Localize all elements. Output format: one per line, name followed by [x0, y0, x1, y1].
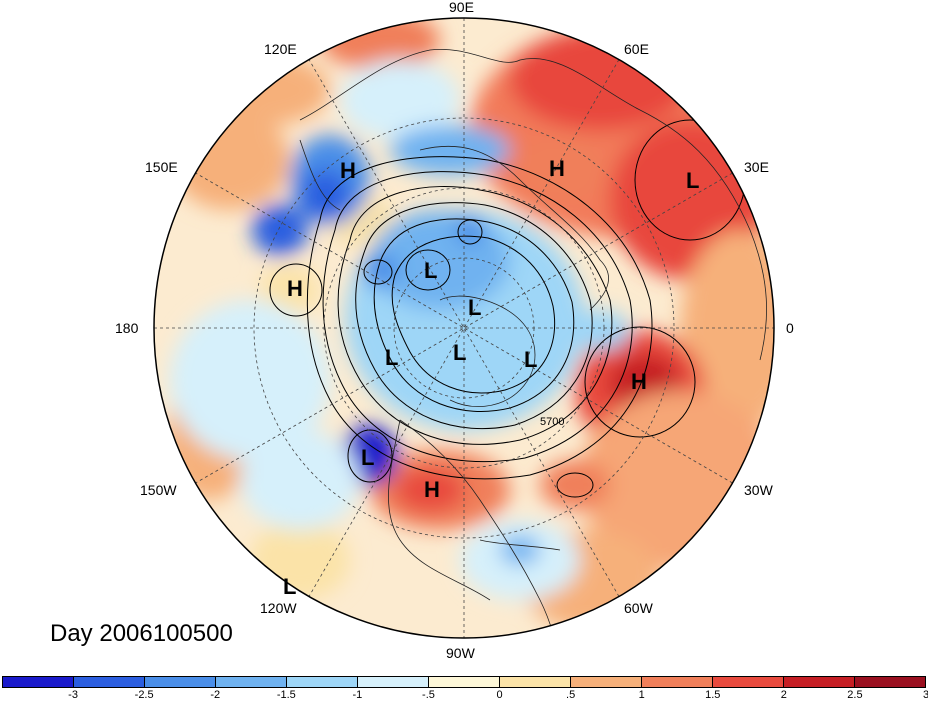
colorbar-tick-label: 1.5: [705, 689, 721, 701]
colorbar-segment: [500, 677, 571, 687]
map-boundary: [153, 17, 775, 639]
low-center: L: [468, 295, 482, 320]
colorbar-segment: [429, 677, 500, 687]
colorbar-segment: [855, 677, 925, 687]
lon-label-90w: 90W: [446, 645, 475, 661]
colorbar-segment: [287, 677, 358, 687]
colorbar-tick-label: 2.5: [847, 689, 863, 701]
colorbar-tick-label: -2.5: [134, 689, 154, 701]
lon-label-0: 0: [786, 320, 794, 336]
lon-label-120e: 120E: [264, 41, 297, 57]
high-center: H: [340, 158, 356, 183]
colorbar-segment: [784, 677, 855, 687]
colorbar-tick-label: -1.5: [276, 689, 296, 701]
high-center: H: [287, 276, 303, 301]
lon-label-150e: 150E: [145, 159, 178, 175]
lon-label-30w: 30W: [744, 482, 773, 498]
lon-label-180: 180: [115, 320, 139, 336]
graticule: [154, 18, 774, 638]
low-center: L: [424, 258, 438, 283]
high-center: H: [631, 369, 647, 394]
colorbar-segment: [713, 677, 784, 687]
colorbar-segment: [216, 677, 287, 687]
high-center: H: [424, 477, 440, 502]
lon-label-90e: 90E: [449, 0, 474, 15]
colorbar-segment: [571, 677, 642, 687]
anomaly-field: [154, 18, 774, 638]
polar-map: 5700: [153, 17, 775, 639]
lon-label-60e: 60E: [624, 41, 649, 57]
lon-label-120w: 120W: [260, 600, 297, 616]
coastlines: [299, 48, 767, 638]
colorbar-tick-label: 3: [922, 689, 928, 701]
colorbar-tick-label: -3: [68, 689, 78, 701]
lon-label-60w: 60W: [624, 600, 653, 616]
high-center: H: [549, 156, 565, 181]
low-center: L: [283, 574, 297, 599]
colorbar-tick-label: 0: [496, 689, 503, 701]
map-title: Day 2006100500: [50, 620, 233, 647]
colorbar-tick-label: 2: [780, 689, 787, 701]
colorbar-tick-label: -2: [210, 689, 221, 701]
lon-label-30e: 30E: [744, 159, 769, 175]
low-center: L: [453, 340, 467, 365]
colorbar: [2, 676, 926, 688]
colorbar-segment: [358, 677, 429, 687]
contour-label: 5700: [540, 416, 564, 428]
low-center: L: [524, 347, 538, 372]
colorbar-segment: [145, 677, 216, 687]
colorbar-tick-label: -.5: [422, 689, 435, 701]
colorbar-segment: [642, 677, 713, 687]
height-contours: [269, 119, 746, 498]
low-center: L: [686, 168, 700, 193]
colorbar-tick-label: .5: [566, 689, 576, 701]
colorbar-segment: [74, 677, 145, 687]
colorbar-tick-label: -1: [352, 689, 363, 701]
colorbar-segment: [3, 677, 74, 687]
low-center: L: [361, 445, 375, 470]
lon-label-150w: 150W: [140, 482, 177, 498]
low-center: L: [385, 345, 399, 370]
colorbar-tick-label: 1: [638, 689, 645, 701]
